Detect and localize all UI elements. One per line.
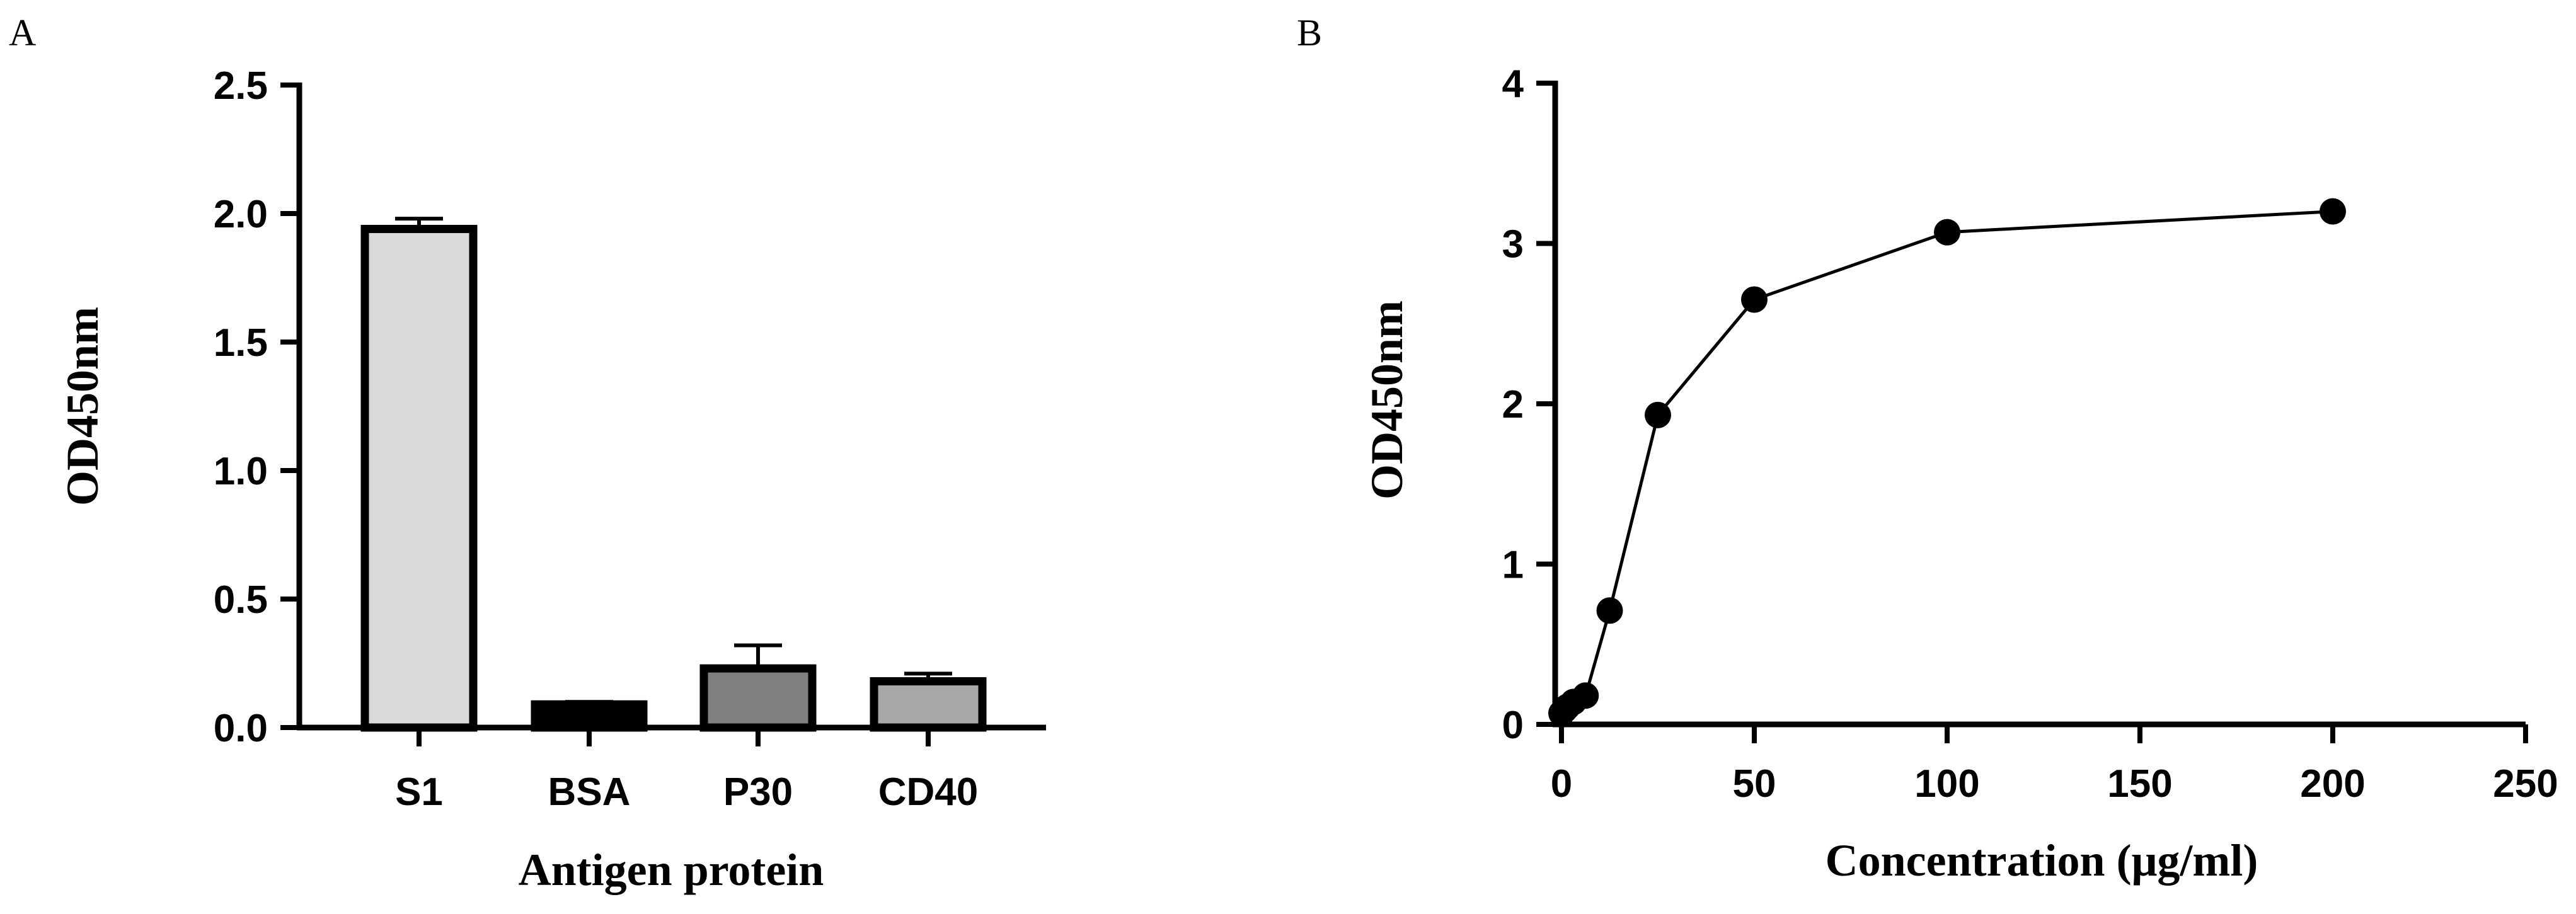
panel-b-x-tick-label: 50 <box>1733 762 1776 806</box>
panel-a-y-tick-label: 2.0 <box>214 193 268 236</box>
bar-p30 <box>699 664 817 732</box>
panel-a-y-tick-label: 0.5 <box>214 578 268 622</box>
panel-b-x-tick-label: 0 <box>1551 762 1572 806</box>
panel-a-y-axis-title: OD450nm <box>57 307 108 506</box>
panel-b-y-tick-label: 3 <box>1502 223 1524 266</box>
panel-b-y-tick-label: 0 <box>1502 704 1524 747</box>
x-tick-label-s1: S1 <box>395 770 443 814</box>
panel-a-y-tick-label: 0.0 <box>214 707 268 750</box>
data-point <box>1934 219 1960 246</box>
bar-bsa <box>531 700 648 732</box>
panel-b: B 0 1 2 3 4 0 50 100 150 200 250 OD450nm Concentra… <box>1297 12 2558 886</box>
x-tick-label-cd40: CD40 <box>878 770 979 814</box>
panel-b-y-tick-label: 4 <box>1502 62 1524 106</box>
panel-b-y-axis-title: OD450nm <box>1362 300 1412 500</box>
panel-a: A S1 BSA P30 CD40 0.0 0.5 1.0 1.5 2.0 2.5 OD450nm… <box>9 12 1046 895</box>
panel-b-x-tick-label: 250 <box>2493 762 2558 806</box>
panel-b-y-tick-label: 2 <box>1502 383 1524 426</box>
panel-a-label: A <box>9 12 36 54</box>
bar-s1 <box>360 224 478 732</box>
bar-cd40 <box>870 677 987 732</box>
panel-b-x-tick-label: 100 <box>1914 762 1979 806</box>
series-line <box>1560 210 2333 714</box>
data-point <box>1645 401 1671 428</box>
panel-b-x-tick-label: 150 <box>2107 762 2172 806</box>
panel-b-label: B <box>1297 12 1322 54</box>
data-point <box>1596 597 1623 624</box>
panel-a-x-axis-title: Antigen protein <box>519 845 824 895</box>
panel-a-y-tick-label: 2.5 <box>214 64 268 108</box>
data-point <box>1741 286 1768 313</box>
data-point <box>2320 198 2346 225</box>
panel-b-x-tick-label: 200 <box>2300 762 2365 806</box>
panel-b-y-tick-label: 1 <box>1502 544 1524 587</box>
panel-a-y-tick-label: 1.5 <box>214 321 268 365</box>
panel-b-x-axis-title: Concentration (μg/ml) <box>1826 835 2258 886</box>
x-tick-label-bsa: BSA <box>548 770 631 814</box>
data-point <box>1572 682 1599 709</box>
x-tick-label-p30: P30 <box>723 770 793 814</box>
panel-a-y-tick-label: 1.0 <box>214 450 268 493</box>
